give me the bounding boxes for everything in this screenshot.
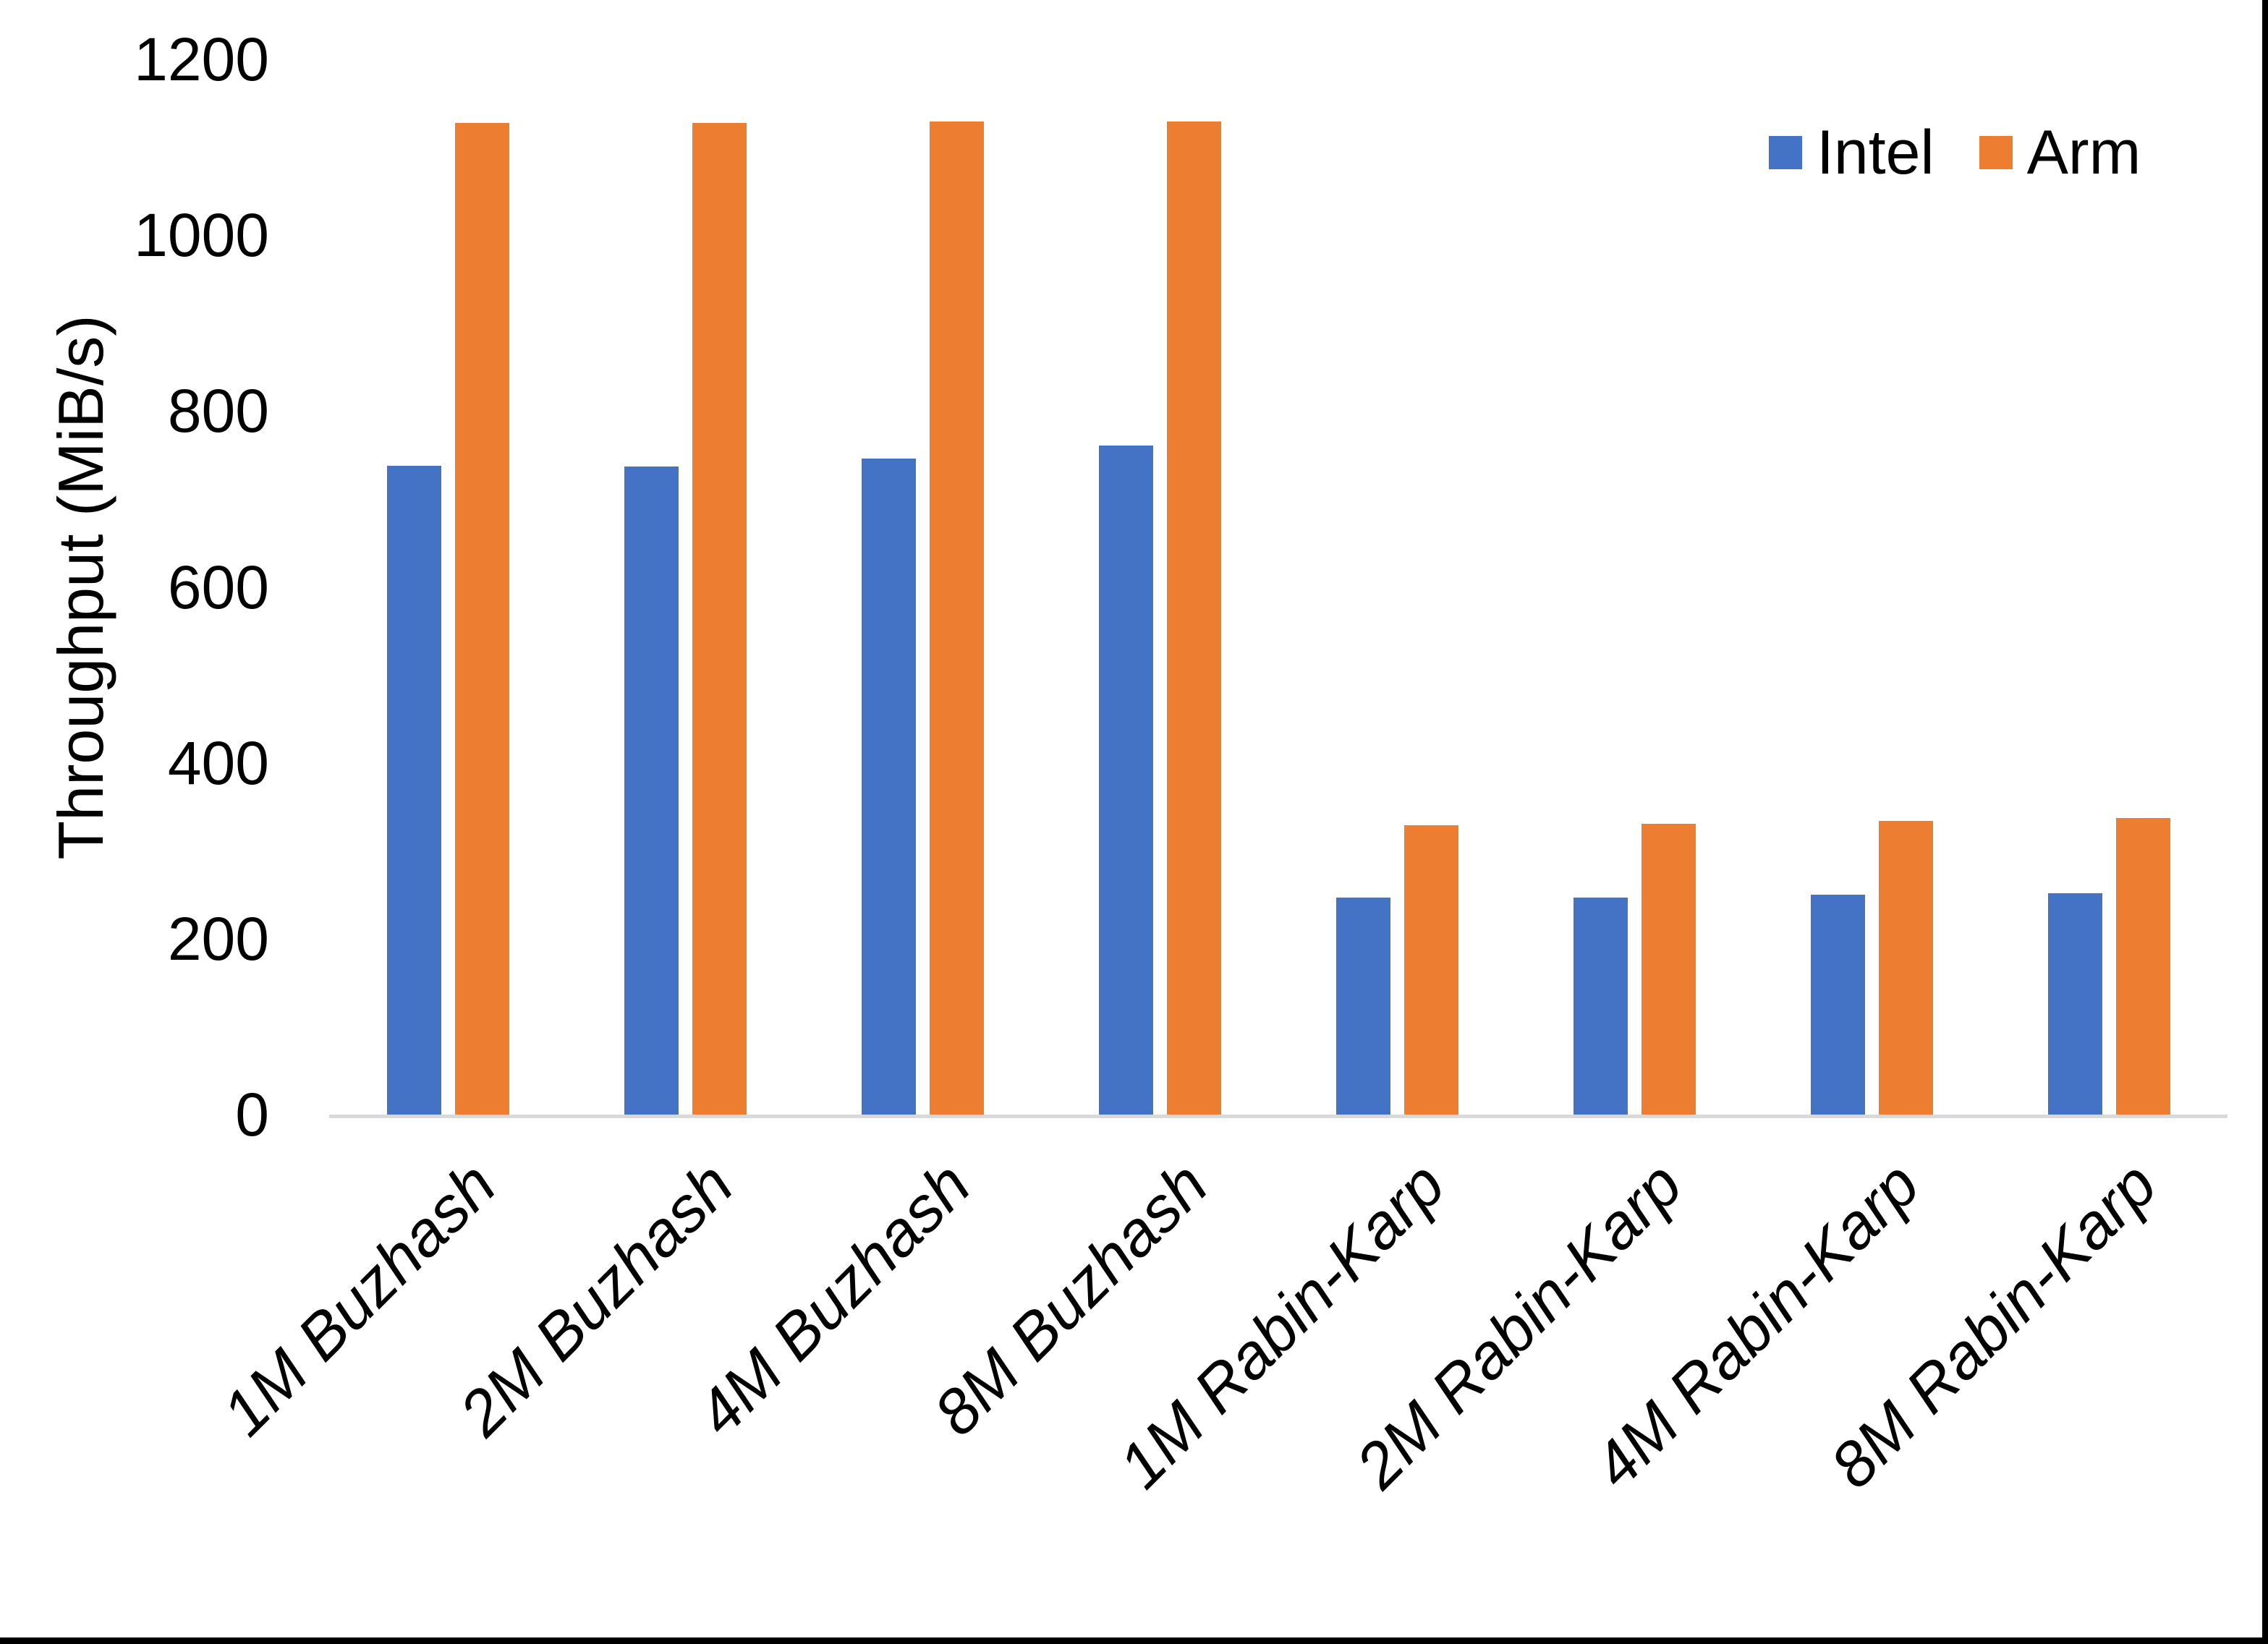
plot-area <box>329 59 2227 1115</box>
bar-arm-8 <box>2116 818 2170 1115</box>
bar-intel-3 <box>862 459 916 1115</box>
bar-intel-5 <box>1336 898 1390 1115</box>
bar-arm-5 <box>1404 825 1458 1115</box>
bar-arm-1 <box>455 123 509 1115</box>
x-axis-line <box>329 1115 2227 1118</box>
y-tick-label: 1200 <box>134 25 269 93</box>
legend-label-intel: Intel <box>1817 118 1934 187</box>
bar-arm-6 <box>1641 824 1696 1115</box>
legend-item-intel: Intel <box>1769 122 1934 184</box>
y-tick-label: 1000 <box>134 201 269 270</box>
legend-item-arm: Arm <box>1979 122 2141 184</box>
intel-series-swatch-icon <box>1769 136 1802 169</box>
y-tick-label: 400 <box>167 728 269 797</box>
bar-arm-2 <box>692 123 747 1115</box>
y-tick-label: 600 <box>167 553 269 621</box>
bar-intel-2 <box>624 467 679 1115</box>
legend: Intel Arm <box>1769 122 2141 184</box>
bar-arm-3 <box>930 122 984 1115</box>
y-tick-label: 0 <box>235 1081 269 1149</box>
bar-intel-1 <box>387 466 441 1115</box>
bar-intel-4 <box>1099 446 1153 1115</box>
bar-intel-7 <box>1811 895 1865 1115</box>
y-tick-label: 800 <box>167 377 269 446</box>
screenshot-right-border <box>2262 0 2268 1644</box>
arm-series-swatch-icon <box>1979 136 2013 169</box>
bar-intel-8 <box>2048 893 2102 1115</box>
bar-intel-6 <box>1573 898 1628 1115</box>
legend-label-arm: Arm <box>2026 118 2141 187</box>
bar-arm-7 <box>1879 821 1933 1115</box>
bar-arm-4 <box>1167 122 1221 1115</box>
y-tick-label: 200 <box>167 904 269 973</box>
screenshot-bottom-border <box>0 1637 2268 1644</box>
